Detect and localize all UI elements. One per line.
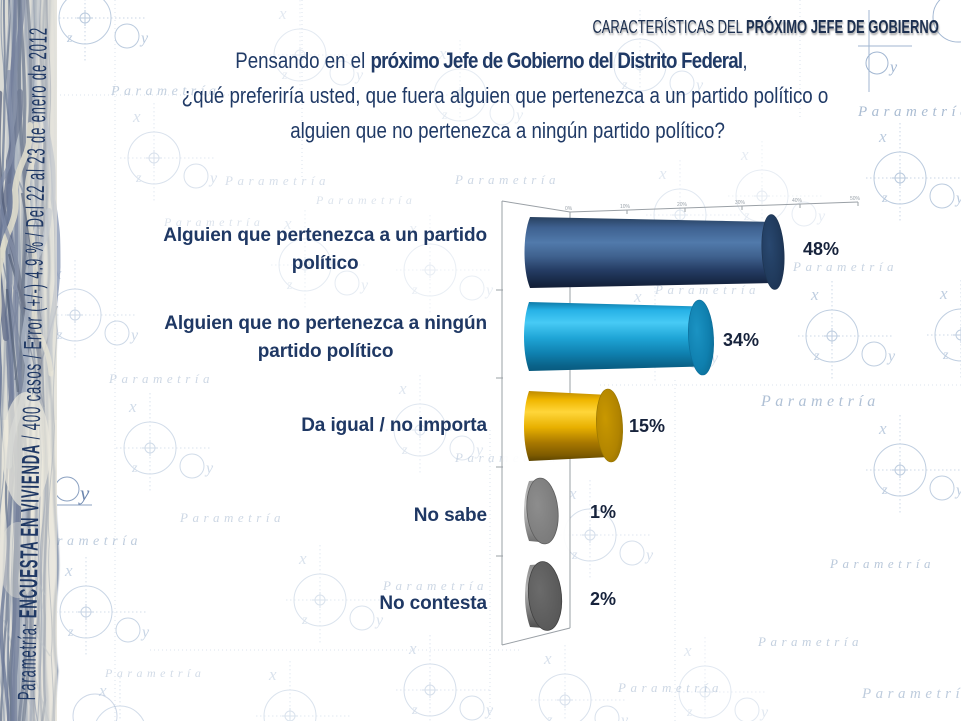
svg-text:30%: 30% xyxy=(735,200,746,206)
svg-text:y: y xyxy=(78,481,90,505)
svg-text:Parametría: Parametría xyxy=(760,393,880,410)
svg-text:rametría: rametría xyxy=(57,534,142,549)
svg-text:50%: 50% xyxy=(850,196,861,202)
svg-text:Parametría: Parametría xyxy=(104,666,205,680)
svg-text:0%: 0% xyxy=(565,206,573,212)
svg-text:Parametría: Parametría xyxy=(224,173,330,188)
svg-text:Parametría: Parametría xyxy=(861,686,961,702)
svg-text:y: y xyxy=(888,59,898,76)
svg-text:20%: 20% xyxy=(677,202,688,208)
svg-text:Parametría: Parametría xyxy=(179,510,285,525)
svg-text:Parametría: Parametría xyxy=(108,371,214,386)
svg-text:Parametría: Parametría xyxy=(829,556,935,571)
svg-text:Parametría: Parametría xyxy=(454,172,560,187)
svg-text:Parametría: Parametría xyxy=(654,282,760,297)
svg-text:Parametría: Parametría xyxy=(382,578,488,593)
svg-text:Parametría: Parametría xyxy=(857,104,961,120)
svg-text:Parametría: Parametría xyxy=(792,259,898,274)
svg-text:Parametría: Parametría xyxy=(757,634,863,649)
svg-text:Parametría: Parametría xyxy=(163,215,264,229)
svg-text:10%: 10% xyxy=(620,204,631,210)
svg-text:Parametría: Parametría xyxy=(617,680,723,695)
svg-text:40%: 40% xyxy=(792,198,803,204)
svg-text:Parametría: Parametría xyxy=(315,193,416,207)
